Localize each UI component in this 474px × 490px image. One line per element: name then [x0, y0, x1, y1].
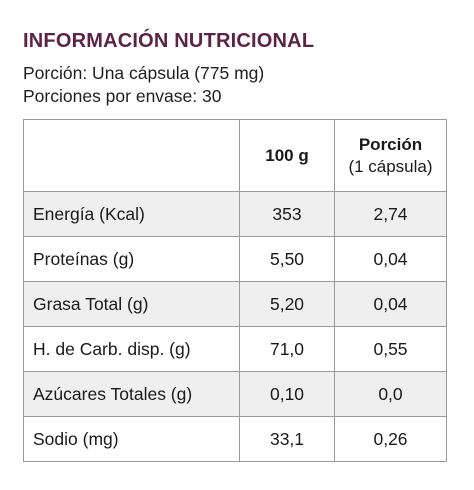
- row-value-serving: 2,74: [334, 191, 447, 237]
- column-header-serving-sub: (1 cápsula): [348, 156, 433, 176]
- row-value-100g: 71,0: [239, 326, 335, 372]
- row-value-100g: 353: [239, 191, 335, 237]
- column-header-serving-label: Porción: [358, 134, 423, 154]
- row-value-100g: 33,1: [239, 416, 335, 462]
- row-value-serving: 0,26: [334, 416, 447, 462]
- table-row-carbohydrates: H. de Carb. disp. (g) 71,0 0,55: [23, 326, 447, 372]
- table-row-total-fat: Grasa Total (g) 5,20 0,04: [23, 281, 447, 327]
- page-title: INFORMACIÓN NUTRICIONAL: [23, 30, 315, 52]
- row-value-100g: 5,50: [239, 236, 335, 282]
- row-value-serving: 0,0: [334, 371, 447, 417]
- row-label: Proteínas (g): [23, 236, 240, 282]
- row-label: H. de Carb. disp. (g): [23, 326, 240, 372]
- servings-per-container-text: Porciones por envase: 30: [23, 86, 222, 106]
- row-label: Grasa Total (g): [23, 281, 240, 327]
- row-label: Energía (Kcal): [23, 191, 240, 237]
- table-row-sodium: Sodio (mg) 33,1 0,26: [23, 416, 447, 462]
- column-header-100g: 100 g: [239, 119, 335, 192]
- column-header-nutrient: [23, 119, 240, 192]
- serving-size-text: Porción: Una cápsula (775 mg): [23, 63, 265, 83]
- row-label: Sodio (mg): [23, 416, 240, 462]
- row-value-100g: 0,10: [239, 371, 335, 417]
- row-value-serving: 0,55: [334, 326, 447, 372]
- row-label: Azúcares Totales (g): [23, 371, 240, 417]
- nutrition-table: 100 g Porción (1 cápsula) Energía (Kcal)…: [23, 119, 447, 462]
- column-header-serving: Porción (1 cápsula): [334, 119, 447, 192]
- table-header-row: 100 g Porción (1 cápsula): [23, 119, 447, 192]
- table-row-energy: Energía (Kcal) 353 2,74: [23, 191, 447, 237]
- table-row-protein: Proteínas (g) 5,50 0,04: [23, 236, 447, 282]
- row-value-serving: 0,04: [334, 236, 447, 282]
- row-value-serving: 0,04: [334, 281, 447, 327]
- table-row-total-sugars: Azúcares Totales (g) 0,10 0,0: [23, 371, 447, 417]
- row-value-100g: 5,20: [239, 281, 335, 327]
